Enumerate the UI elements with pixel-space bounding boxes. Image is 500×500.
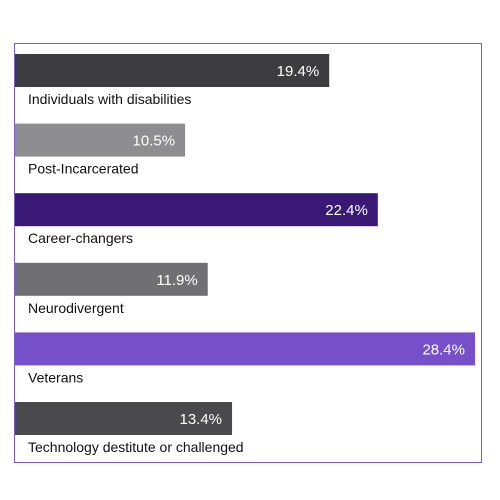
bar-3 <box>15 262 208 296</box>
bar-0 <box>15 54 330 87</box>
chart-frame <box>14 43 482 463</box>
category-label-5: Technology destitute or challenged <box>28 439 244 455</box>
bar-value-label-1: 10.5% <box>133 133 176 150</box>
bar-2 <box>15 193 378 227</box>
category-label-0: Individuals with disabilities <box>28 91 191 107</box>
bar-4 <box>15 332 475 366</box>
category-label-3: Neurodivergent <box>28 300 124 316</box>
bar-value-label-0: 19.4% <box>277 63 320 80</box>
bar-value-label-5: 13.4% <box>179 411 222 428</box>
bar-value-label-3: 11.9% <box>156 272 197 289</box>
category-label-1: Post-Incarcerated <box>28 161 139 177</box>
bar-value-label-4: 28.4% <box>422 341 465 358</box>
bar-value-label-2: 22.4% <box>325 202 368 219</box>
bar-5 <box>15 402 233 435</box>
category-label-2: Career-changers <box>28 230 133 246</box>
bar-1 <box>15 123 186 157</box>
category-label-4: Veterans <box>28 369 83 385</box>
